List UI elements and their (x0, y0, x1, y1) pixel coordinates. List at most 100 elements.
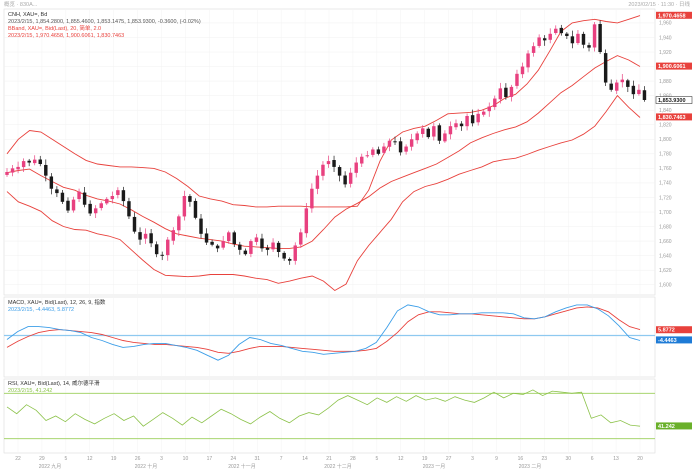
candle-body (343, 175, 347, 185)
candle-body (199, 218, 203, 234)
price-tick-label: 1,640 (659, 253, 672, 259)
candle-body (215, 245, 220, 249)
value-tag (656, 62, 692, 70)
header-left: 概览 · 830A... (4, 0, 38, 8)
candle-body (531, 46, 536, 53)
candle-body (365, 155, 370, 157)
candle-body (132, 216, 137, 232)
day-tick-label: 21 (326, 456, 332, 462)
candle-body (299, 232, 303, 245)
day-tick-label: 19 (422, 456, 428, 462)
value-tag-label: 1,900.6061 (658, 64, 686, 70)
day-tick-label: 22 (15, 456, 21, 462)
month-tick-label: 2023 二月 (519, 464, 542, 470)
candle-body (271, 242, 275, 250)
candle-body (476, 113, 480, 123)
price-tick-label: 1,620 (659, 268, 672, 274)
candle-body (448, 126, 453, 135)
candle-body (49, 176, 54, 189)
candle-body (465, 116, 469, 127)
candle-body (66, 200, 70, 211)
price-tick-label: 1,720 (659, 195, 672, 201)
candle-body (382, 146, 386, 153)
month-tick-label: 2022 十二月 (324, 463, 352, 470)
day-tick-label: 23 (542, 456, 548, 462)
candle-body (21, 161, 26, 168)
candle-body (27, 160, 31, 163)
main-gridlines (4, 22, 655, 285)
candle-body (177, 216, 181, 231)
value-tag-label: 1,830.7463 (658, 115, 686, 121)
candle-body (16, 166, 20, 170)
day-tick-label: 24 (231, 456, 237, 462)
day-tick-label: 3 (160, 456, 163, 462)
candle-body (598, 24, 602, 52)
candle-body (293, 245, 297, 261)
month-tick-label: 2022 九月 (39, 463, 62, 470)
day-tick-label: 13 (613, 456, 619, 462)
candle-body (332, 160, 336, 167)
value-tag (655, 96, 693, 104)
candle-body (642, 90, 647, 100)
candle-body (559, 27, 564, 34)
day-tick-label: 12 (398, 456, 404, 462)
candle-body (154, 244, 159, 255)
candle-body (210, 241, 214, 245)
price-tick-label: 1,660 (659, 239, 672, 245)
day-tick-label: 28 (350, 456, 356, 462)
candle-body (360, 156, 364, 164)
candle-body (138, 232, 142, 240)
candle-body (626, 80, 630, 87)
price-tick-label: 1,880 (659, 79, 672, 85)
day-tick-label: 9 (495, 456, 498, 462)
price-tick-label: 1,700 (659, 210, 672, 216)
value-tag (656, 326, 692, 334)
candle-body (276, 242, 281, 252)
candle-body (238, 244, 242, 250)
day-tick-label: 6 (591, 456, 594, 462)
candle-body (188, 196, 192, 202)
value-tags: 1,970.4658 1,900.6061 1,853.9300 1,830.7463… (655, 11, 693, 430)
price-tick-label: 1,820 (659, 123, 672, 129)
candle-body (542, 38, 547, 41)
rsi-line (4, 389, 655, 440)
day-tick-label: 12 (87, 456, 93, 462)
day-tick-label: 16 (518, 456, 524, 462)
candle-body (182, 196, 187, 217)
candle-body (282, 252, 286, 259)
candle-body (554, 28, 558, 34)
price-tick-label: 1,960 (659, 21, 672, 27)
candle-body (609, 83, 613, 90)
candle-body (232, 232, 236, 244)
candle-body (504, 87, 508, 98)
candle-body (581, 33, 586, 45)
candle-body (265, 247, 270, 250)
day-tick-label: 10 (183, 456, 189, 462)
main-legend-line1: CNH, XAU=, Bd (8, 12, 47, 18)
candle-body (570, 36, 575, 44)
candle-body (227, 232, 231, 242)
candle-body (110, 196, 115, 200)
day-tick-label: 20 (637, 456, 643, 462)
candle-body (149, 233, 153, 244)
candle-body (260, 238, 264, 249)
candle-body (171, 230, 176, 241)
candle-body (548, 33, 552, 40)
candlestick-series (5, 20, 647, 265)
panel-frames (3, 8, 656, 454)
candle-body (77, 191, 81, 200)
candle-body (376, 149, 381, 154)
candle-body (326, 161, 331, 165)
header-right: 2023/02/15 · 11:30 · 日线 (628, 0, 690, 8)
candle-body (615, 82, 619, 91)
candle-body (526, 53, 530, 68)
candle-body (398, 141, 403, 153)
day-tick-label: 17 (207, 456, 213, 462)
candle-body (243, 250, 248, 255)
candle-body (93, 208, 98, 214)
value-tag-label: 1,970.4658 (658, 13, 686, 19)
main-legend-line4: 2023/2/15, 1,970.4658, 1,900.6061, 1,830… (8, 33, 124, 39)
candle-body (55, 189, 59, 194)
candle-body (459, 123, 464, 127)
